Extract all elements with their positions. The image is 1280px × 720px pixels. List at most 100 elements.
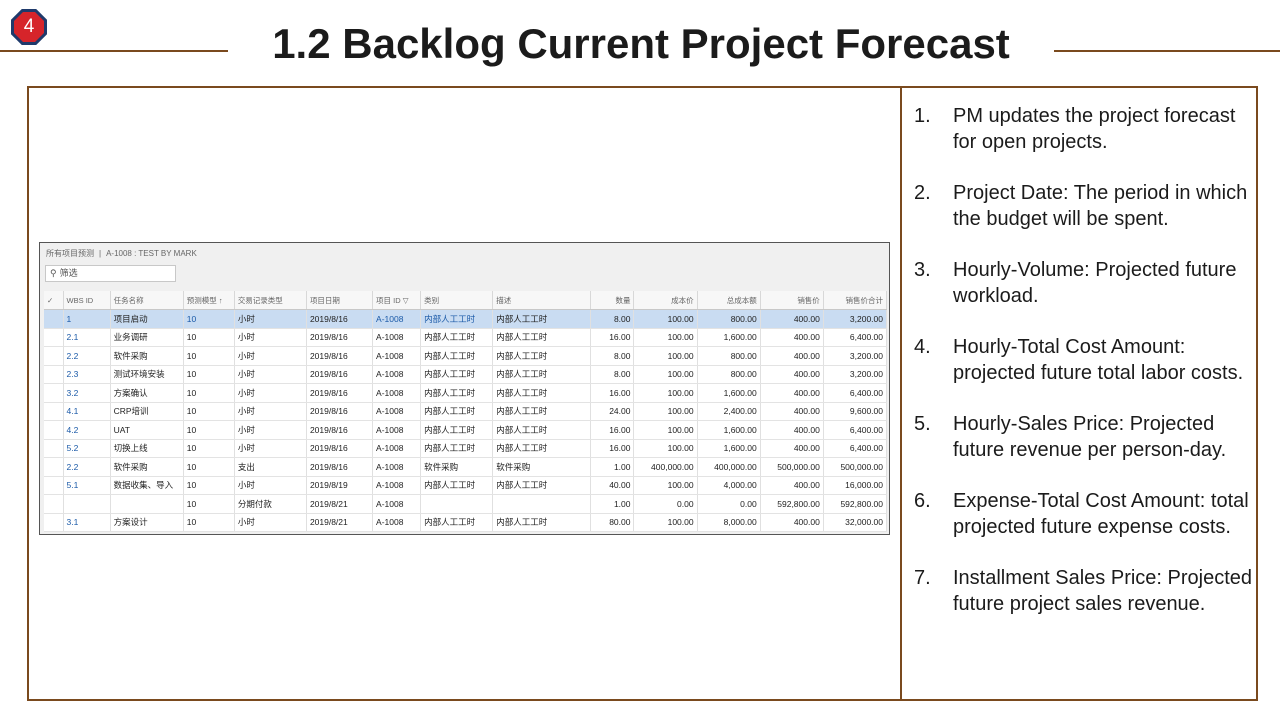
table-row[interactable]: 2.1 业务调研 10 小时 2019/8/16 A-1008 内部人工工时 内部人工工时 16… xyxy=(44,328,888,347)
table-cell: A-1008 xyxy=(372,457,422,477)
table-cell: CRP培训 xyxy=(110,402,184,421)
table-cell: 24.00 xyxy=(590,402,635,421)
table-cell: 内部人工工时 xyxy=(420,439,494,458)
column-header[interactable]: 描述 xyxy=(492,291,592,310)
table-cell: 内部人工工时 xyxy=(492,328,592,347)
table-cell: 内部人工工时 xyxy=(492,476,592,495)
table-cell: 2019/8/16 xyxy=(306,328,374,347)
row-checkbox[interactable] xyxy=(44,513,64,532)
note-text: Expense-Total Cost Amount: total project… xyxy=(953,490,1249,538)
slide-title: 1.2 Backlog Current Project Forecast xyxy=(272,20,1010,67)
table-row[interactable]: 4.1 CRP培训 10 小时 2019/8/16 A-1008 内部人工工时 内部人工工时 2… xyxy=(44,402,888,421)
table-row[interactable]: 2.3 测试环境安装 10 小时 2019/8/16 A-1008 内部人工工时 内部人工工时… xyxy=(44,365,888,384)
table-row[interactable]: 4.2 UAT 10 小时 2019/8/16 A-1008 内部人工工时 内部人工工时 16.… xyxy=(44,420,888,440)
table-cell: 5.2 xyxy=(63,439,111,458)
table-row[interactable]: 2.2 软件采购 10 小时 2019/8/16 A-1008 内部人工工时 内部人工工时 8.… xyxy=(44,346,888,366)
table-cell: 400.00 xyxy=(760,439,824,458)
row-checkbox[interactable] xyxy=(44,420,64,440)
row-checkbox[interactable] xyxy=(44,346,64,366)
row-checkbox[interactable] xyxy=(44,309,64,329)
table-cell: A-1008 xyxy=(372,494,422,514)
table-row[interactable]: 10 分期付款 2019/8/21 A-1008 1.00 0.00 0.00 592,800… xyxy=(44,494,888,514)
table-cell: 软件采购 xyxy=(492,457,592,477)
table-cell: 内部人工工时 xyxy=(420,309,494,329)
table-cell: 400.00 xyxy=(760,346,824,366)
table-cell: 400.00 xyxy=(760,365,824,384)
table-cell: 2019/8/16 xyxy=(306,439,374,458)
row-checkbox[interactable] xyxy=(44,476,64,495)
table-cell: 2019/8/16 xyxy=(306,402,374,421)
table-cell: 内部人工工时 xyxy=(420,513,494,532)
select-all-checkbox[interactable]: ✓ xyxy=(44,291,64,310)
note-item: 1. PM updates the project forecast for op… xyxy=(914,103,1254,155)
table-cell: 800.00 xyxy=(697,309,761,329)
forecast-screenshot: 所有项目预测 | A-1008 : TEST BY MARK ⚲ 筛选 ✓ WBS I… xyxy=(39,242,890,535)
column-header[interactable]: 交易记录类型 xyxy=(234,291,307,310)
table-cell: A-1008 xyxy=(372,476,422,495)
row-checkbox[interactable] xyxy=(44,365,64,384)
row-checkbox[interactable] xyxy=(44,383,64,403)
table-cell: 40.00 xyxy=(590,476,635,495)
note-number: 3. xyxy=(914,259,931,281)
breadcrumb-root[interactable]: 所有项目预测 xyxy=(46,249,94,258)
table-cell: A-1008 xyxy=(372,383,422,403)
table-cell: A-1008 xyxy=(372,346,422,366)
table-cell: 800.00 xyxy=(697,365,761,384)
table-cell: 5.1 xyxy=(63,476,111,495)
table-cell: 小时 xyxy=(234,328,307,347)
table-cell: 2019/8/16 xyxy=(306,346,374,366)
table-cell: A-1008 xyxy=(372,365,422,384)
filter-input[interactable]: ⚲ 筛选 xyxy=(45,265,176,282)
table-row[interactable]: 5.2 切换上线 10 小时 2019/8/16 A-1008 内部人工工时 内部人工工时 16… xyxy=(44,439,888,458)
table-row[interactable]: 1 项目启动 10 小时 2019/8/16 A-1008 内部人工工时 内部人工工时 8.00… xyxy=(44,309,888,329)
table-row[interactable]: 5.1 数据收集、导入 10 小时 2019/8/19 A-1008 内部人工工时 内部人工工… xyxy=(44,476,888,495)
table-cell: 3,200.00 xyxy=(823,309,888,329)
row-checkbox[interactable] xyxy=(44,494,64,514)
table-cell: 8.00 xyxy=(590,365,635,384)
column-header[interactable]: 预测模型 ↑ xyxy=(183,291,235,310)
table-row[interactable]: 3.1 方案设计 10 小时 2019/8/21 A-1008 内部人工工时 内部人工工时 80… xyxy=(44,513,888,532)
table-cell: 10 xyxy=(183,476,235,495)
table-cell: 0.00 xyxy=(697,494,761,514)
column-header[interactable]: 数量 xyxy=(590,291,635,310)
column-header[interactable]: 总成本额 xyxy=(697,291,761,310)
column-header[interactable]: 任务名称 xyxy=(110,291,184,310)
table-cell: 2019/8/21 xyxy=(306,494,374,514)
table-cell: 软件采购 xyxy=(110,457,184,477)
note-text: PM updates the project forecast for open… xyxy=(953,105,1236,153)
table-cell: 8.00 xyxy=(590,309,635,329)
breadcrumb: 所有项目预测 | A-1008 : TEST BY MARK xyxy=(46,248,197,259)
table-cell: 切换上线 xyxy=(110,439,184,458)
table-cell: 10 xyxy=(183,439,235,458)
column-header[interactable]: 项目日期 xyxy=(306,291,374,310)
table-cell: 3.1 xyxy=(63,513,111,532)
table-cell: 1,600.00 xyxy=(697,328,761,347)
table-cell: 6,400.00 xyxy=(823,420,888,440)
row-checkbox[interactable] xyxy=(44,328,64,347)
table-cell: 9,600.00 xyxy=(823,402,888,421)
table-cell: 2019/8/19 xyxy=(306,476,374,495)
table-row[interactable]: 2.2 软件采购 10 支出 2019/8/16 A-1008 软件采购 软件采购 1.00 40… xyxy=(44,457,888,477)
table-cell: 小时 xyxy=(234,439,307,458)
column-header[interactable]: 项目 ID ▽ xyxy=(372,291,422,310)
table-cell: 100.00 xyxy=(633,383,698,403)
column-header[interactable]: 成本价 xyxy=(633,291,698,310)
table-cell: 400,000.00 xyxy=(697,457,761,477)
title-rule-left xyxy=(0,50,228,52)
table-cell: 400,000.00 xyxy=(633,457,698,477)
column-header[interactable]: WBS ID xyxy=(63,291,111,310)
row-checkbox[interactable] xyxy=(44,457,64,477)
table-cell: 100.00 xyxy=(633,420,698,440)
column-header[interactable]: 销售价 xyxy=(760,291,824,310)
table-cell: 10 xyxy=(183,309,235,329)
table-cell: 内部人工工时 xyxy=(492,346,592,366)
row-checkbox[interactable] xyxy=(44,439,64,458)
table-cell xyxy=(492,494,592,514)
column-header[interactable]: 销售价合计 xyxy=(823,291,888,310)
column-header[interactable]: 类别 xyxy=(420,291,494,310)
row-checkbox[interactable] xyxy=(44,402,64,421)
table-cell: UAT xyxy=(110,420,184,440)
table-row[interactable]: 3.2 方案确认 10 小时 2019/8/16 A-1008 内部人工工时 内部人工工时 16… xyxy=(44,383,888,403)
note-text: Hourly-Volume: Projected future workload… xyxy=(953,259,1237,307)
grid-header-row: ✓ WBS ID 任务名称 预测模型 ↑ 交易记录类型 项目日期 项目 ID ▽ 类别 描述数… xyxy=(44,291,888,310)
